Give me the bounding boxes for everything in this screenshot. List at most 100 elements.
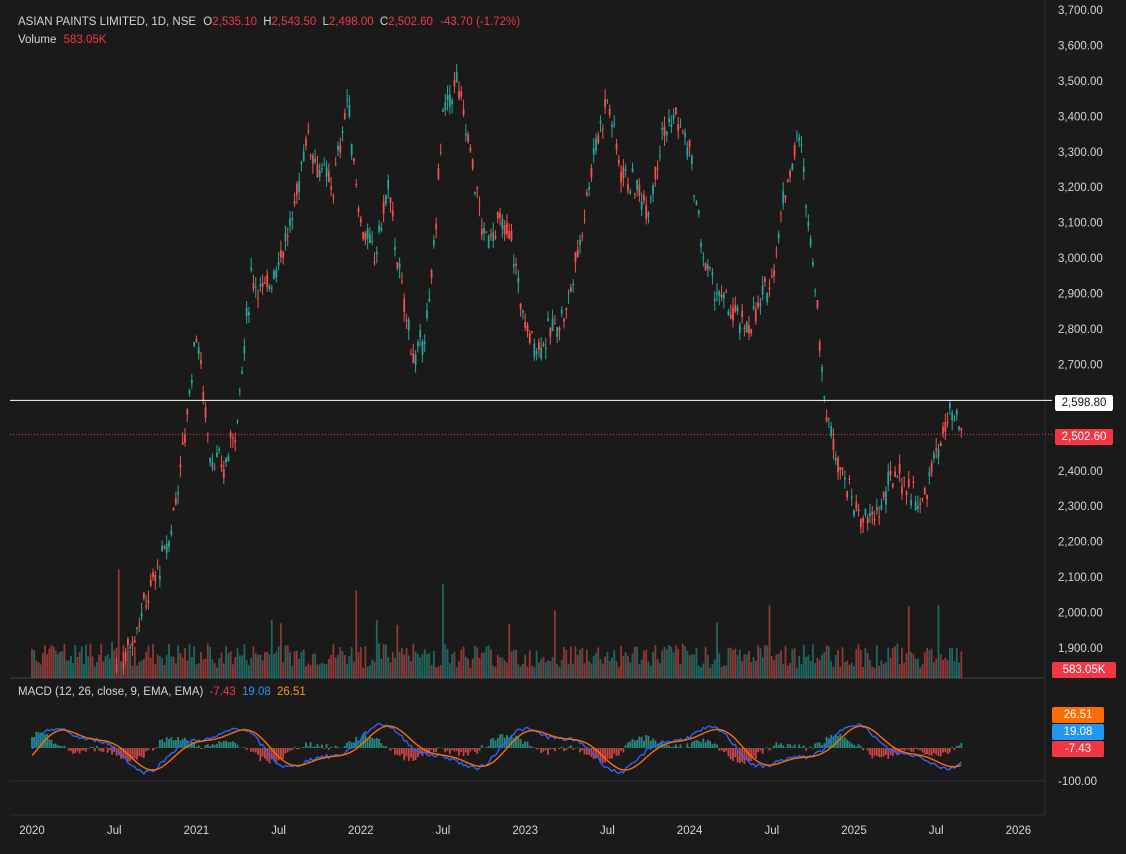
macd-histogram-bar [722, 748, 725, 753]
macd-histogram-bar [782, 745, 785, 748]
price-candle-body [903, 477, 906, 479]
volume-bar [453, 651, 456, 678]
price-tick-label: 2,700.00 [1058, 359, 1103, 371]
macd-histogram-bar [485, 747, 488, 748]
volume-bar [743, 654, 746, 678]
low-label: L [322, 16, 329, 28]
price-candle-body [684, 132, 686, 137]
volume-bar [946, 660, 949, 678]
volume-bar [654, 644, 657, 678]
volume-bar [385, 644, 387, 678]
volume-bar [670, 646, 673, 678]
macd-histogram-bar [501, 734, 504, 748]
price-candle-body [483, 228, 485, 234]
macd-histogram-bar [95, 746, 98, 748]
price-candle-body [770, 275, 773, 277]
volume-bar [136, 665, 138, 678]
price-candle-body [960, 428, 963, 431]
volume-bar [225, 645, 227, 678]
volume-bar [405, 647, 408, 678]
volume-bar [31, 648, 33, 678]
price-candle-body [188, 390, 191, 394]
macd-histogram-bar [41, 732, 44, 748]
price-candle-body [663, 126, 666, 136]
price-candle-body [204, 407, 207, 419]
volume-bar [510, 651, 513, 678]
volume-bar [519, 666, 522, 678]
volume-bar [184, 648, 186, 678]
price-candle-body [745, 322, 748, 333]
volume-bar [663, 647, 666, 678]
volume-bar [759, 648, 762, 678]
price-candle-body [880, 504, 883, 510]
macd-histogram-bar [645, 735, 648, 748]
volume-bar [80, 646, 83, 678]
macd-histogram-bar [843, 737, 846, 748]
price-candle-body [953, 420, 956, 422]
macd-histogram-bar [540, 748, 543, 753]
volume-bar [202, 659, 205, 678]
volume-bar [106, 654, 109, 678]
macd-histogram-bar [503, 737, 506, 748]
price-candle-body [805, 205, 807, 208]
volume-bar [455, 667, 458, 678]
macd-histogram-bar [565, 748, 568, 751]
price-candle-body [261, 283, 264, 287]
price-candle-body [232, 437, 234, 439]
volume-bar [907, 606, 910, 678]
volume-bar [745, 654, 748, 678]
macd-histogram-bar [745, 748, 748, 761]
macd-histogram-bar [398, 748, 401, 756]
price-candle-body [295, 183, 298, 196]
macd-histogram-bar [777, 744, 780, 748]
macd-histogram-bar [636, 739, 638, 748]
macd-histogram-bar [780, 743, 782, 748]
macd-histogram-bar [930, 748, 933, 756]
volume-bar [401, 648, 403, 678]
price-candle-body [617, 159, 620, 164]
macd-histogram-bar [61, 746, 64, 748]
volume-bar [254, 653, 257, 678]
macd-histogram-bar [245, 748, 248, 751]
macd-histogram-bar [369, 737, 371, 748]
price-candle-body [567, 293, 570, 295]
price-candle-body [736, 307, 739, 312]
price-candle-body [149, 579, 152, 586]
macd-histogram-bar [446, 748, 449, 751]
volume-bar [853, 666, 855, 678]
price-candle-body [512, 264, 515, 267]
price-candle-body [855, 502, 858, 509]
macd-histogram-bar [250, 748, 253, 752]
macd-histogram-bar [455, 748, 458, 752]
macd-histogram-bar [926, 748, 928, 755]
price-candle-body [590, 167, 593, 178]
volume-bar [798, 655, 801, 678]
volume-bar [284, 645, 287, 678]
macd-histogram-bar [39, 732, 42, 748]
price-candle-body [428, 298, 431, 302]
macd-histogram-bar [857, 744, 860, 748]
price-tick-label: 2,200.00 [1058, 537, 1103, 549]
volume-bar [111, 641, 113, 678]
price-candle-body [200, 359, 202, 365]
macd-histogram-bar [821, 745, 823, 748]
volume-bar [722, 665, 725, 678]
volume-bar [802, 644, 805, 678]
price-candle-body [668, 118, 670, 123]
volume-bar [270, 620, 273, 678]
price-tick-label: 3,400.00 [1058, 111, 1103, 123]
volume-bar [569, 646, 572, 678]
macd-histogram-bar [124, 748, 127, 759]
macd-histogram-bar [894, 748, 896, 753]
volume-bar [773, 660, 775, 678]
macd-histogram-bar [622, 748, 625, 753]
macd-histogram-bar [437, 747, 440, 748]
macd-histogram-bar [937, 748, 940, 757]
volume-bar [115, 647, 118, 678]
macd-histogram-bar [496, 737, 499, 748]
volume-bar [325, 663, 328, 678]
price-candle-body [636, 180, 638, 190]
volume-bar [784, 645, 787, 678]
